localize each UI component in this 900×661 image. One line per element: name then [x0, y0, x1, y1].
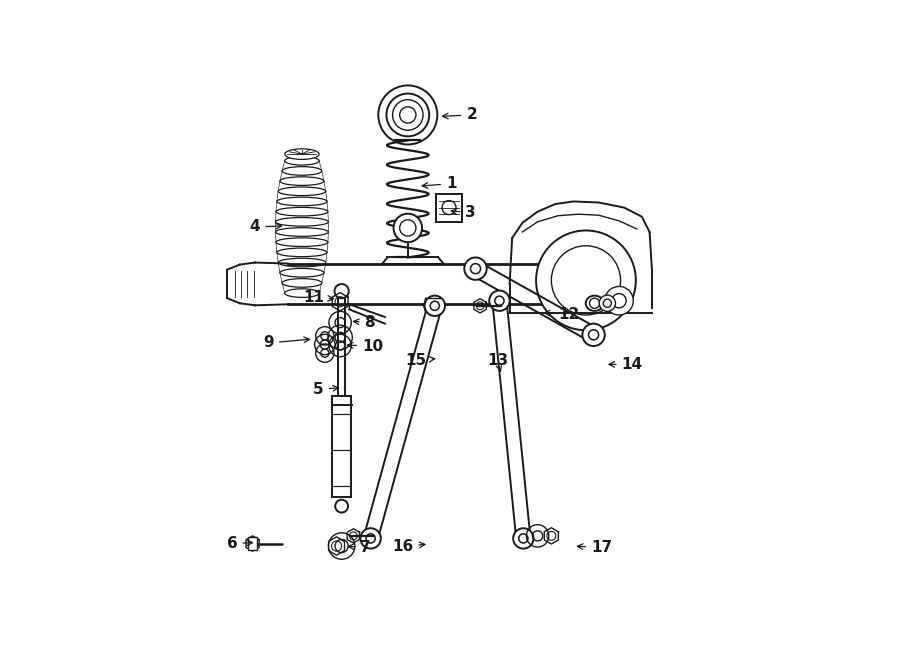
Circle shape — [582, 324, 605, 346]
Text: 14: 14 — [609, 357, 643, 372]
Text: 2: 2 — [443, 108, 477, 122]
Text: 5: 5 — [313, 382, 338, 397]
Text: 10: 10 — [347, 338, 383, 354]
Text: 1: 1 — [422, 176, 456, 191]
Text: 6: 6 — [227, 536, 253, 551]
Circle shape — [490, 291, 509, 311]
Text: 4: 4 — [249, 219, 282, 235]
Circle shape — [425, 295, 445, 316]
Circle shape — [335, 500, 348, 512]
Text: 8: 8 — [354, 315, 375, 330]
Circle shape — [605, 286, 634, 315]
Circle shape — [393, 214, 422, 242]
Circle shape — [361, 528, 381, 549]
Text: 17: 17 — [578, 540, 612, 555]
Ellipse shape — [284, 149, 319, 159]
Text: 7: 7 — [348, 540, 371, 555]
Circle shape — [464, 258, 487, 280]
Text: 12: 12 — [544, 307, 580, 322]
Text: 11: 11 — [302, 290, 333, 305]
Text: 13: 13 — [487, 353, 508, 371]
Circle shape — [513, 528, 534, 549]
Text: 9: 9 — [264, 336, 310, 350]
Text: 3: 3 — [451, 205, 476, 220]
Circle shape — [536, 231, 635, 330]
Circle shape — [599, 295, 616, 311]
Ellipse shape — [586, 295, 604, 311]
Text: 15: 15 — [406, 353, 435, 368]
Circle shape — [335, 284, 349, 298]
FancyBboxPatch shape — [248, 537, 257, 550]
Text: 16: 16 — [392, 539, 425, 554]
